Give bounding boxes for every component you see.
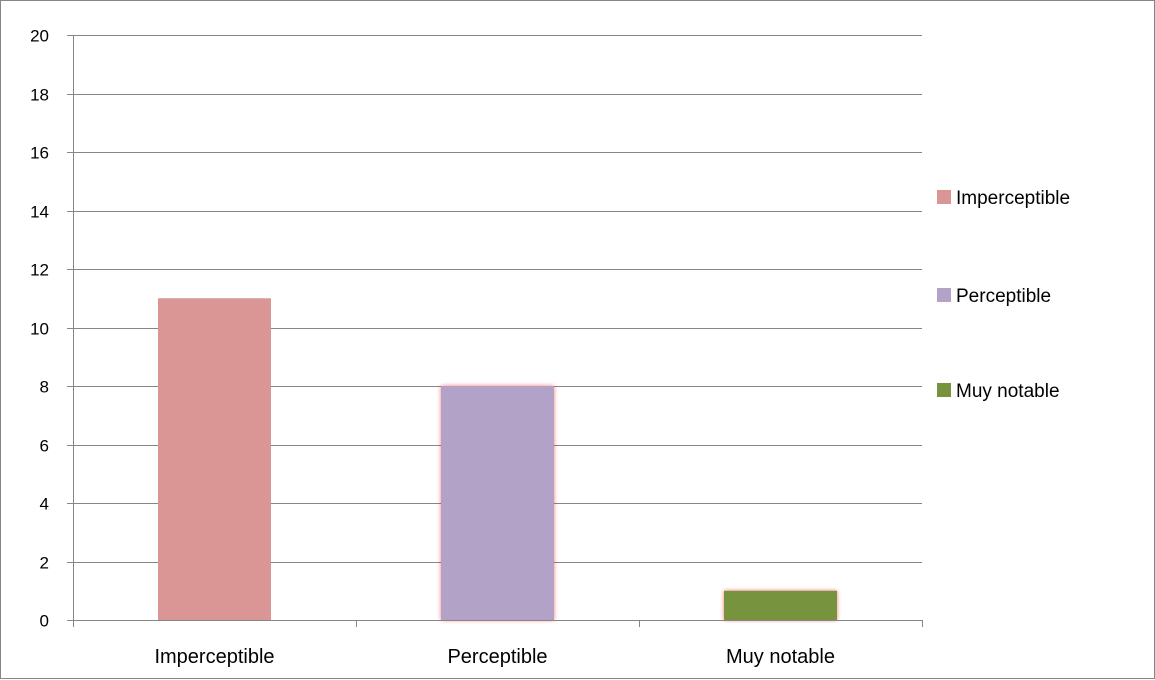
- legend: Imperceptible Perceptible Muy notable: [937, 188, 1070, 402]
- legend-swatch: [937, 190, 951, 204]
- y-tick-label: 8: [40, 378, 49, 397]
- y-tick-label: 0: [40, 612, 49, 631]
- axes: [67, 35, 923, 627]
- y-tick-label: 4: [40, 495, 49, 514]
- legend-label: Imperceptible: [956, 188, 1070, 209]
- x-category-label: Muy notable: [726, 646, 835, 668]
- x-category-label: Perceptible: [447, 646, 547, 668]
- legend-label: Perceptible: [956, 286, 1051, 307]
- y-tick-label: 2: [40, 554, 49, 573]
- bar-perceptible: [441, 386, 554, 620]
- bar-muy-notable: [724, 590, 837, 620]
- y-tick-label: 16: [30, 144, 49, 163]
- y-tick-label: 12: [30, 261, 49, 280]
- y-tick-label: 6: [40, 437, 49, 456]
- bars: [158, 298, 837, 620]
- y-tick-label: 18: [30, 86, 49, 105]
- y-tick-label: 10: [30, 320, 49, 339]
- legend-swatch: [937, 383, 951, 397]
- x-axis-category-labels: Imperceptible Perceptible Muy notable: [154, 646, 835, 668]
- x-category-label: Imperceptible: [154, 646, 274, 668]
- y-axis-tick-labels: 0 2 4 6 8 10 12 14 16 18 20: [30, 27, 49, 631]
- legend-label: Muy notable: [956, 381, 1060, 402]
- y-tick-label: 20: [30, 27, 49, 46]
- y-tick-label: 14: [30, 203, 49, 222]
- bar-imperceptible: [158, 298, 271, 620]
- legend-swatch: [937, 288, 951, 302]
